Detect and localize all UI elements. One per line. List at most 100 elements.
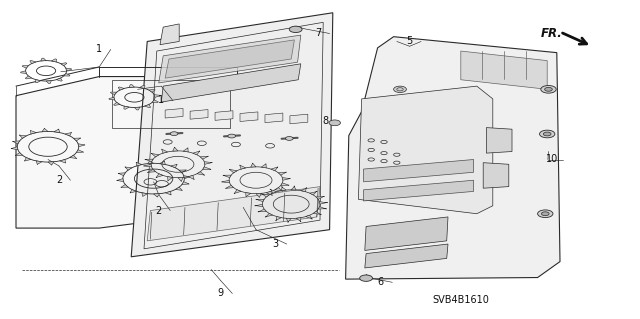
Polygon shape — [142, 193, 148, 197]
Polygon shape — [65, 132, 72, 136]
Polygon shape — [271, 167, 278, 171]
Circle shape — [285, 137, 293, 140]
Polygon shape — [203, 167, 211, 169]
Polygon shape — [165, 108, 183, 118]
Polygon shape — [346, 37, 560, 279]
Polygon shape — [129, 85, 134, 87]
Polygon shape — [36, 161, 42, 165]
Polygon shape — [278, 172, 287, 175]
Polygon shape — [159, 35, 301, 83]
Polygon shape — [24, 158, 31, 161]
Polygon shape — [365, 244, 448, 268]
Polygon shape — [281, 183, 289, 185]
Polygon shape — [291, 186, 296, 190]
Polygon shape — [15, 152, 22, 155]
Circle shape — [540, 130, 555, 138]
Polygon shape — [145, 105, 150, 108]
Text: 2: 2 — [156, 205, 162, 216]
Polygon shape — [200, 156, 209, 159]
Text: 5: 5 — [406, 36, 413, 47]
Polygon shape — [149, 89, 155, 92]
Polygon shape — [190, 110, 208, 119]
Polygon shape — [30, 61, 36, 63]
Polygon shape — [36, 80, 41, 83]
Polygon shape — [316, 196, 324, 199]
Polygon shape — [265, 113, 283, 122]
Text: FR.: FR. — [541, 27, 563, 40]
Polygon shape — [183, 148, 188, 152]
Polygon shape — [60, 160, 65, 163]
Polygon shape — [118, 87, 124, 90]
Polygon shape — [130, 189, 136, 193]
Polygon shape — [215, 111, 233, 120]
Polygon shape — [31, 130, 36, 134]
Polygon shape — [51, 59, 56, 62]
Polygon shape — [147, 169, 156, 173]
Polygon shape — [156, 174, 163, 178]
Polygon shape — [168, 177, 173, 181]
Polygon shape — [114, 102, 120, 105]
Polygon shape — [255, 204, 263, 207]
Polygon shape — [225, 185, 234, 189]
Polygon shape — [261, 164, 266, 168]
Polygon shape — [151, 153, 159, 157]
Polygon shape — [275, 217, 282, 221]
Polygon shape — [159, 161, 165, 165]
Polygon shape — [188, 175, 195, 180]
Polygon shape — [275, 188, 283, 191]
Polygon shape — [140, 85, 145, 88]
Text: 10: 10 — [545, 154, 558, 165]
Polygon shape — [486, 128, 512, 153]
Polygon shape — [66, 68, 72, 71]
Polygon shape — [240, 112, 258, 122]
Text: 1: 1 — [158, 95, 164, 106]
Polygon shape — [179, 170, 186, 173]
Text: 8: 8 — [322, 116, 328, 126]
Polygon shape — [358, 86, 493, 214]
Circle shape — [289, 26, 302, 33]
Polygon shape — [483, 163, 509, 188]
Polygon shape — [125, 167, 132, 170]
Polygon shape — [301, 188, 307, 192]
Polygon shape — [182, 182, 189, 184]
Text: 6: 6 — [378, 277, 384, 287]
Text: 3: 3 — [272, 239, 278, 249]
Polygon shape — [56, 78, 62, 81]
Polygon shape — [306, 215, 312, 219]
Polygon shape — [265, 213, 273, 217]
Polygon shape — [364, 180, 474, 201]
Polygon shape — [134, 107, 140, 110]
Polygon shape — [365, 217, 448, 250]
Polygon shape — [26, 76, 31, 79]
Text: 9: 9 — [218, 288, 224, 299]
Polygon shape — [296, 218, 301, 222]
Polygon shape — [165, 191, 171, 195]
Polygon shape — [461, 51, 547, 89]
Polygon shape — [234, 190, 241, 194]
Polygon shape — [256, 193, 261, 197]
Circle shape — [170, 132, 178, 136]
Polygon shape — [12, 141, 20, 144]
Polygon shape — [290, 114, 308, 124]
Polygon shape — [251, 163, 256, 167]
Polygon shape — [19, 135, 26, 138]
Polygon shape — [204, 162, 212, 164]
Circle shape — [541, 212, 549, 216]
Polygon shape — [16, 77, 237, 228]
Polygon shape — [282, 178, 291, 180]
Polygon shape — [161, 64, 301, 102]
Circle shape — [228, 134, 236, 138]
Polygon shape — [197, 172, 205, 175]
Circle shape — [538, 210, 553, 218]
Text: 1: 1 — [96, 44, 102, 55]
Polygon shape — [143, 164, 152, 167]
Polygon shape — [61, 63, 67, 66]
Polygon shape — [11, 147, 18, 150]
Polygon shape — [70, 155, 77, 159]
Polygon shape — [147, 187, 320, 241]
Polygon shape — [41, 58, 46, 61]
Text: SVB4B1610: SVB4B1610 — [433, 295, 489, 306]
Polygon shape — [193, 151, 200, 155]
Polygon shape — [48, 162, 54, 165]
Polygon shape — [109, 97, 115, 100]
